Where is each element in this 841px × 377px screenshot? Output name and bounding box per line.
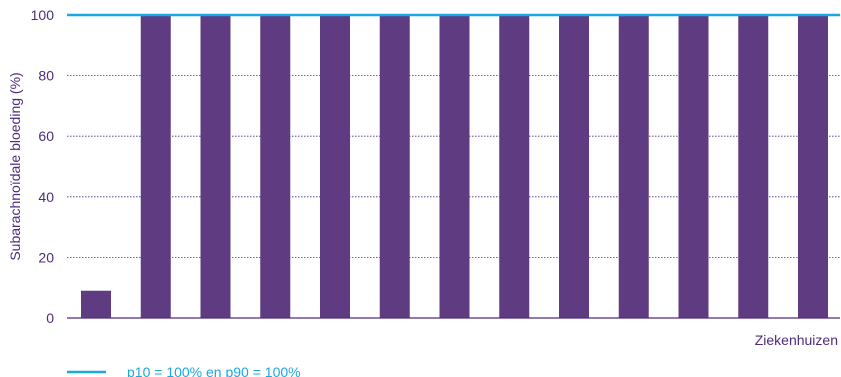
y-tick-label: 80 [38,68,54,84]
y-axis-ticks: 0 20 40 60 80 100 [31,7,55,326]
bar-11 [678,15,709,318]
bar-9 [559,15,589,318]
x-axis-title: Ziekenhuizen [755,332,838,348]
bar-4 [260,15,291,318]
y-tick-label: 60 [38,128,54,144]
bar-10 [618,15,649,318]
bar-12 [738,15,769,318]
bar-5 [320,15,350,318]
bar-7 [439,15,470,318]
y-tick-label: 0 [46,310,54,326]
bar-2 [140,15,171,318]
legend-label-reference: p10 = 100% en p90 = 100% [127,364,301,377]
bar-3 [200,15,231,318]
y-tick-label: 40 [38,189,54,205]
y-axis-title: Subarachnoïdale bloeding (%) [7,72,23,260]
bar-8 [499,15,530,318]
y-tick-label: 20 [38,249,54,265]
bar-1 [81,290,111,318]
y-tick-label: 100 [31,7,55,23]
bar-13 [798,15,828,318]
bars [81,15,828,318]
bar-6 [379,15,410,318]
legend: p10 = 100% en p90 = 100% [67,364,301,377]
